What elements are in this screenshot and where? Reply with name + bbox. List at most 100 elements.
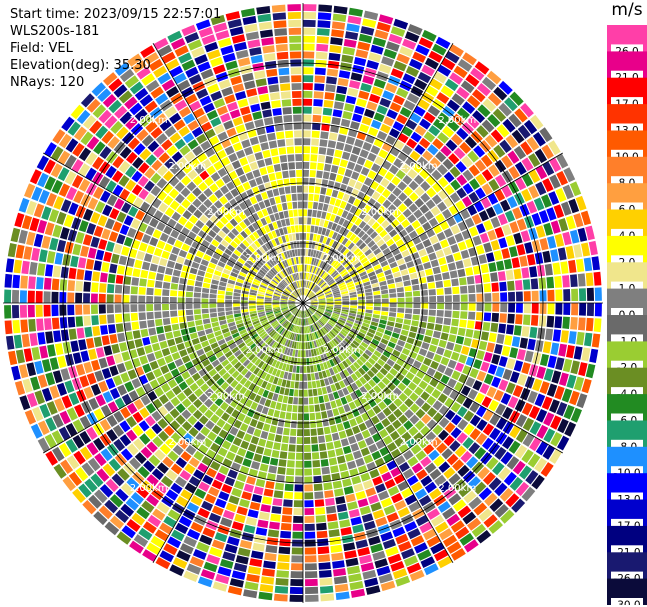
velocity-cell	[338, 217, 345, 226]
velocity-cell	[478, 210, 489, 222]
velocity-cell	[334, 301, 342, 303]
velocity-cell	[157, 462, 169, 474]
velocity-cell	[289, 586, 303, 594]
velocity-cell	[373, 290, 381, 296]
velocity-cell	[272, 247, 278, 256]
velocity-cell	[467, 285, 476, 294]
velocity-cell	[20, 319, 29, 333]
velocity-cell	[326, 298, 334, 301]
velocity-cell	[303, 35, 315, 43]
velocity-cell	[449, 44, 464, 57]
velocity-cell	[444, 184, 455, 196]
velocity-cell	[373, 395, 382, 404]
velocity-cell	[226, 287, 234, 292]
velocity-cell	[252, 186, 260, 195]
velocity-cell	[522, 417, 535, 432]
velocity-cell	[156, 326, 164, 334]
velocity-cell	[323, 362, 329, 370]
velocity-cell	[232, 437, 242, 447]
velocity-cell	[86, 98, 101, 113]
velocity-cell	[355, 317, 363, 322]
velocity-cell	[358, 220, 367, 229]
velocity-cell	[257, 13, 272, 23]
velocity-cell	[289, 266, 293, 274]
velocity-cell	[292, 325, 296, 332]
velocity-cell	[198, 353, 208, 362]
velocity-cell	[154, 296, 161, 303]
velocity-cell	[354, 217, 363, 226]
velocity-cell	[83, 315, 91, 326]
velocity-cell	[330, 400, 337, 409]
velocity-cell	[434, 324, 443, 332]
velocity-cell	[449, 389, 460, 401]
velocity-cell	[215, 407, 225, 418]
velocity-cell	[426, 535, 441, 548]
velocity-cell	[197, 462, 209, 473]
velocity-cell	[201, 293, 209, 298]
velocity-cell	[86, 442, 99, 456]
velocity-cell	[131, 184, 143, 196]
velocity-cell	[487, 114, 501, 128]
velocity-cell	[161, 139, 173, 151]
velocity-cell	[93, 408, 105, 421]
velocity-cell	[396, 258, 405, 266]
velocity-cell	[474, 321, 483, 330]
velocity-cell	[335, 336, 342, 343]
velocity-cell	[244, 227, 252, 236]
velocity-cell	[361, 429, 371, 439]
velocity-cell	[462, 511, 477, 525]
velocity-cell	[193, 298, 201, 303]
velocity-cell	[316, 364, 322, 372]
velocity-cell	[403, 280, 411, 287]
velocity-cell	[281, 252, 286, 260]
velocity-cell	[420, 309, 428, 316]
velocity-cell	[309, 341, 313, 349]
velocity-cell	[566, 374, 577, 389]
velocity-cell	[335, 233, 342, 242]
velocity-cell	[476, 530, 492, 544]
velocity-cell	[215, 220, 225, 229]
velocity-cell	[314, 499, 325, 507]
velocity-cell	[303, 83, 313, 91]
velocity-cell	[86, 426, 98, 440]
velocity-cell	[312, 114, 322, 123]
velocity-cell	[403, 197, 413, 208]
velocity-cell	[219, 558, 234, 569]
velocity-cell	[353, 164, 363, 173]
velocity-cell	[499, 139, 512, 153]
velocity-cell	[383, 504, 396, 516]
velocity-cell	[521, 486, 536, 502]
velocity-cell	[305, 571, 318, 579]
velocity-cell	[476, 370, 487, 382]
velocity-cell	[337, 134, 347, 143]
velocity-cell	[264, 263, 271, 270]
velocity-cell	[415, 226, 425, 235]
velocity-cell	[91, 82, 106, 97]
velocity-cell	[594, 303, 602, 317]
velocity-cell	[181, 198, 191, 209]
velocity-cell	[204, 409, 214, 419]
velocity-cell	[239, 157, 249, 166]
velocity-cell	[509, 221, 520, 234]
velocity-cell	[507, 196, 518, 209]
velocity-cell	[213, 200, 223, 210]
velocity-cell	[382, 435, 393, 445]
velocity-cell	[493, 144, 506, 158]
velocity-cell	[416, 469, 428, 480]
velocity-cell	[449, 440, 461, 452]
velocity-cell	[543, 428, 556, 443]
velocity-cell	[285, 138, 294, 146]
velocity-cell	[348, 355, 356, 364]
velocity-cell	[219, 195, 228, 205]
velocity-cell	[67, 316, 76, 328]
velocity-cell	[390, 430, 400, 441]
velocity-cell	[349, 418, 358, 427]
velocity-cell	[297, 289, 301, 296]
velocity-cell	[337, 455, 346, 464]
velocity-cell	[382, 210, 391, 219]
velocity-cell	[568, 331, 577, 345]
velocity-cell	[283, 115, 293, 123]
velocity-cell	[115, 488, 129, 502]
velocity-cell	[315, 277, 321, 284]
velocity-cell	[333, 273, 341, 280]
